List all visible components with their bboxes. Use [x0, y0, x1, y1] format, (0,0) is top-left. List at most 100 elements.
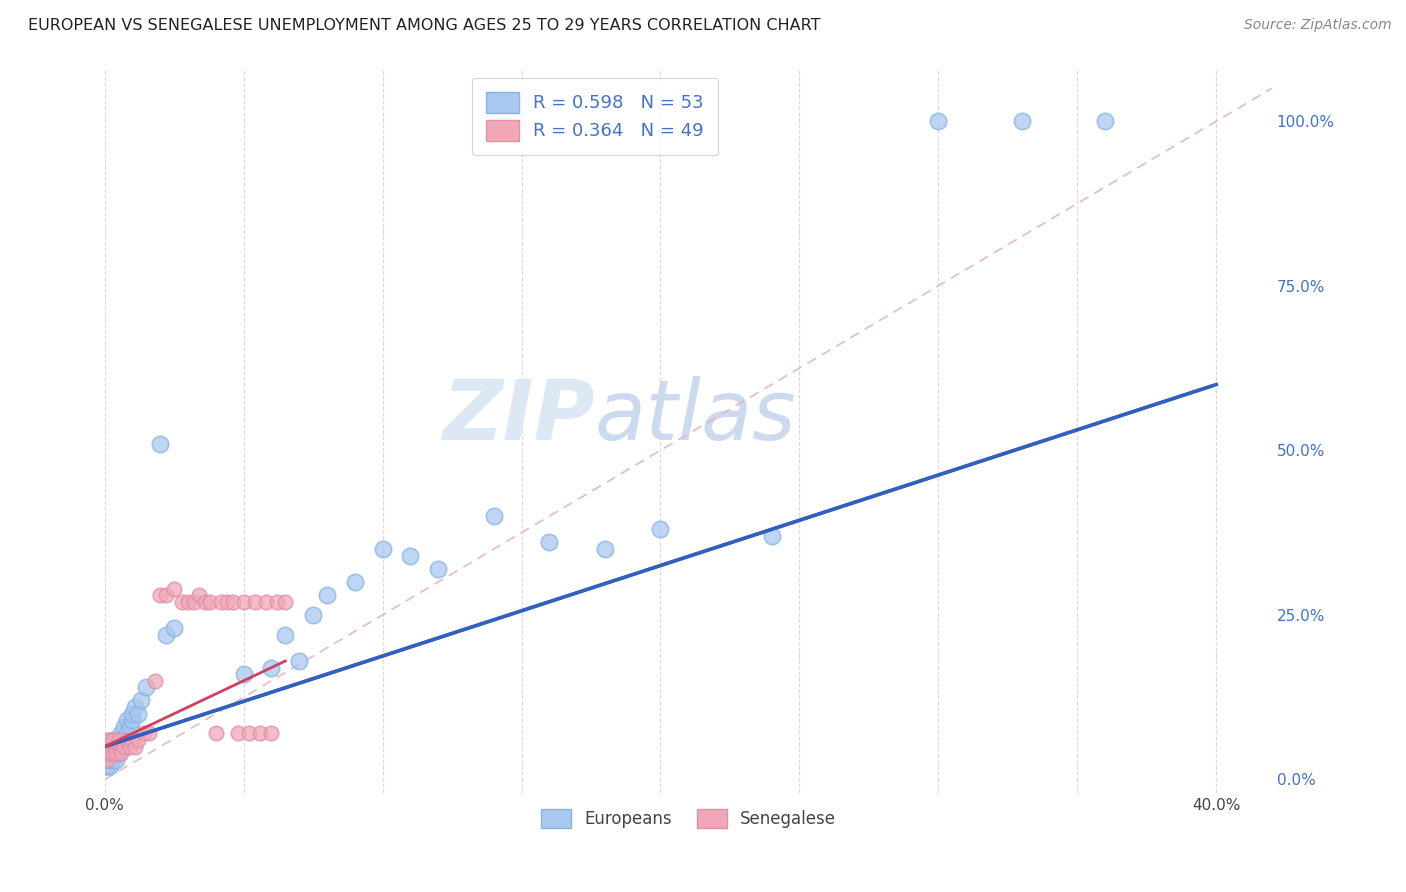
Point	[115, 733, 138, 747]
Point	[118, 720, 141, 734]
Point	[650, 522, 672, 536]
Point	[143, 673, 166, 688]
Point	[226, 726, 249, 740]
Point	[96, 753, 118, 767]
Point	[96, 746, 118, 760]
Point	[98, 759, 121, 773]
Point	[121, 733, 143, 747]
Point	[101, 746, 124, 760]
Point	[98, 753, 121, 767]
Point	[112, 739, 135, 754]
Point	[163, 582, 186, 596]
Point	[427, 562, 450, 576]
Point	[254, 595, 277, 609]
Point	[243, 595, 266, 609]
Legend: Europeans, Senegalese: Europeans, Senegalese	[534, 803, 842, 835]
Point	[107, 739, 129, 754]
Point	[98, 746, 121, 760]
Point	[215, 595, 238, 609]
Point	[118, 739, 141, 754]
Point	[183, 595, 205, 609]
Point	[101, 733, 124, 747]
Point	[399, 549, 422, 563]
Point	[96, 733, 118, 747]
Point	[1011, 114, 1033, 128]
Point	[177, 595, 200, 609]
Point	[104, 753, 127, 767]
Point	[107, 733, 129, 747]
Point	[927, 114, 949, 128]
Point	[96, 753, 118, 767]
Point	[98, 746, 121, 760]
Text: Source: ZipAtlas.com: Source: ZipAtlas.com	[1244, 18, 1392, 32]
Point	[96, 739, 118, 754]
Point	[371, 542, 394, 557]
Point	[107, 733, 129, 747]
Point	[132, 726, 155, 740]
Point	[149, 436, 172, 450]
Point	[274, 628, 297, 642]
Point	[96, 753, 118, 767]
Point	[205, 726, 228, 740]
Point	[104, 746, 127, 760]
Point	[482, 509, 505, 524]
Point	[343, 574, 366, 589]
Point	[260, 660, 283, 674]
Point	[96, 746, 118, 760]
Point	[127, 733, 149, 747]
Point	[115, 726, 138, 740]
Point	[221, 595, 243, 609]
Point	[1094, 114, 1116, 128]
Point	[96, 739, 118, 754]
Point	[101, 739, 124, 754]
Point	[124, 739, 146, 754]
Point	[107, 746, 129, 760]
Point	[104, 739, 127, 754]
Point	[232, 667, 254, 681]
Point	[155, 588, 177, 602]
Point	[232, 595, 254, 609]
Point	[200, 595, 222, 609]
Point	[101, 746, 124, 760]
Point	[98, 739, 121, 754]
Point	[110, 726, 132, 740]
Point	[96, 746, 118, 760]
Point	[538, 535, 561, 549]
Point	[188, 588, 211, 602]
Point	[274, 595, 297, 609]
Point	[155, 628, 177, 642]
Point	[112, 733, 135, 747]
Point	[107, 739, 129, 754]
Point	[96, 739, 118, 754]
Text: ZIP: ZIP	[443, 376, 595, 457]
Point	[96, 759, 118, 773]
Point	[302, 607, 325, 622]
Text: EUROPEAN VS SENEGALESE UNEMPLOYMENT AMONG AGES 25 TO 29 YEARS CORRELATION CHART: EUROPEAN VS SENEGALESE UNEMPLOYMENT AMON…	[28, 18, 821, 33]
Point	[163, 621, 186, 635]
Point	[288, 654, 311, 668]
Point	[194, 595, 217, 609]
Point	[172, 595, 194, 609]
Point	[129, 693, 152, 707]
Point	[112, 720, 135, 734]
Point	[96, 759, 118, 773]
Point	[110, 739, 132, 754]
Point	[98, 733, 121, 747]
Point	[104, 739, 127, 754]
Point	[260, 726, 283, 740]
Point	[761, 529, 783, 543]
Point	[593, 542, 616, 557]
Point	[138, 726, 160, 740]
Point	[127, 706, 149, 721]
Point	[115, 713, 138, 727]
Point	[249, 726, 271, 740]
Point	[149, 588, 172, 602]
Text: atlas: atlas	[595, 376, 797, 457]
Point	[124, 700, 146, 714]
Point	[101, 733, 124, 747]
Point	[316, 588, 339, 602]
Point	[98, 739, 121, 754]
Point	[101, 753, 124, 767]
Point	[110, 739, 132, 754]
Point	[110, 746, 132, 760]
